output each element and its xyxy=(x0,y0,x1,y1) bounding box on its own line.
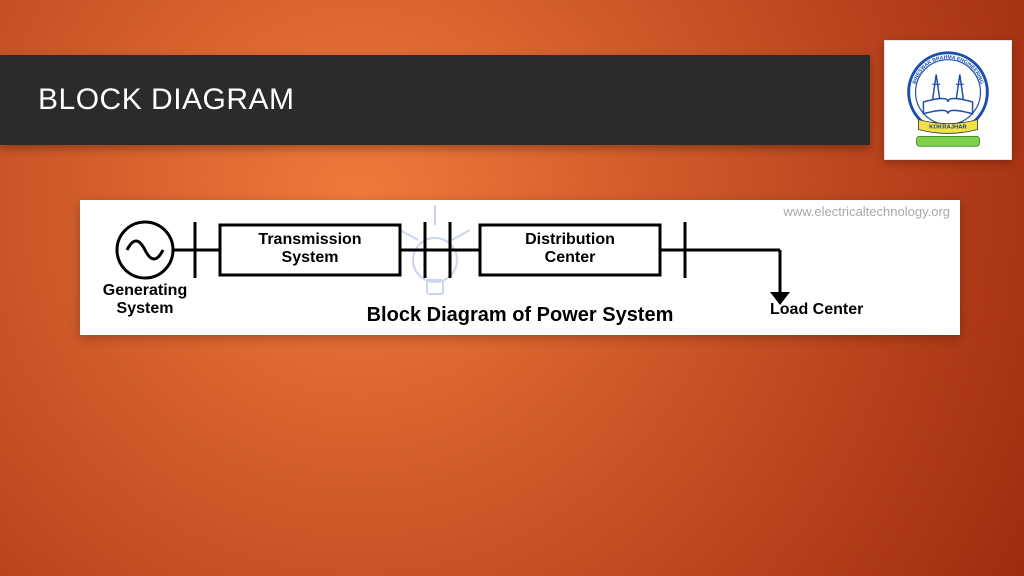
logo-icon: KOKRAJHAR BINESWAR BRAHMA ENGINEERING xyxy=(885,41,1011,159)
college-logo: KOKRAJHAR BINESWAR BRAHMA ENGINEERING xyxy=(884,40,1012,160)
distribution-center-label: DistributionCenter xyxy=(480,231,660,268)
svg-text:BINESWAR BRAHMA ENGINEERING: BINESWAR BRAHMA ENGINEERING xyxy=(912,55,985,85)
svg-text:KOKRAJHAR: KOKRAJHAR xyxy=(929,125,967,131)
transmission-system-label: TransmissionSystem xyxy=(220,231,400,268)
diagram-caption: Block Diagram of Power System xyxy=(80,304,960,327)
title-bar: BLOCK DIAGRAM xyxy=(0,55,870,145)
slide-title: BLOCK DIAGRAM xyxy=(38,83,295,117)
diagram-card: www.electricaltechnology.org GeneratingS… xyxy=(80,200,960,335)
